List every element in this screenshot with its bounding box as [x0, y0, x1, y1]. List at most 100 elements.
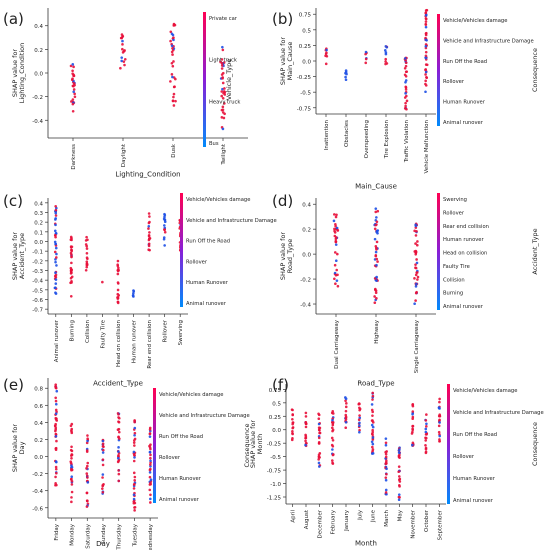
data-point	[54, 211, 58, 215]
data-point	[116, 259, 120, 263]
data-point	[371, 425, 375, 429]
data-point	[374, 207, 378, 210]
data-point	[69, 235, 73, 239]
x-tick-label: Traffic Violation	[404, 119, 410, 163]
x-tick-label: Vehicle Malfunction	[424, 119, 430, 173]
data-point	[333, 227, 336, 231]
y-tick-label: -1.0	[270, 482, 281, 488]
data-point	[384, 60, 387, 63]
data-point	[148, 468, 152, 472]
data-point	[116, 292, 120, 296]
colorbar	[437, 193, 440, 310]
data-point	[358, 408, 361, 412]
data-point	[414, 273, 418, 277]
data-point	[344, 397, 348, 400]
data-point	[54, 260, 57, 264]
data-point	[69, 461, 73, 465]
x-tick-label: July	[357, 509, 363, 521]
data-point	[318, 431, 321, 435]
data-point	[102, 448, 105, 452]
data-point	[222, 116, 226, 120]
data-point	[70, 238, 73, 242]
data-point	[102, 445, 105, 449]
data-point	[334, 282, 337, 286]
data-point	[148, 432, 152, 435]
data-point	[373, 288, 377, 292]
data-point	[85, 472, 89, 475]
x-tick-label: Rear end collision	[147, 319, 153, 368]
data-point	[53, 250, 57, 254]
data-point	[54, 412, 58, 415]
data-point	[133, 509, 136, 512]
data-point	[304, 439, 307, 443]
y-tick-label: -0.2	[32, 95, 43, 101]
colorbar-label: Animal runover	[443, 120, 484, 126]
data-point	[437, 424, 441, 428]
data-point	[291, 426, 294, 430]
data-point	[116, 296, 120, 300]
data-point	[55, 460, 58, 464]
data-point	[54, 242, 57, 246]
data-point	[371, 394, 375, 398]
data-point	[438, 407, 441, 410]
data-point	[384, 443, 388, 447]
data-point	[425, 425, 428, 428]
colorbar	[153, 388, 156, 503]
data-point	[69, 448, 73, 452]
data-point	[291, 431, 294, 435]
data-point	[424, 17, 428, 20]
data-point	[304, 411, 308, 415]
data-point	[72, 88, 76, 91]
data-point	[101, 487, 104, 490]
data-point	[384, 476, 388, 479]
y-tick-label: -0.6	[32, 298, 43, 304]
data-point	[384, 488, 388, 492]
data-point	[358, 424, 361, 428]
data-point	[72, 65, 75, 69]
colorbar-label: Human runover	[443, 237, 485, 243]
data-point	[416, 240, 419, 243]
data-point	[55, 471, 58, 475]
data-point	[358, 421, 361, 425]
data-point	[85, 251, 89, 255]
data-point	[101, 483, 105, 487]
data-point	[425, 413, 428, 416]
colorbar-label: Faulty Tire	[443, 264, 470, 270]
data-point	[54, 385, 57, 388]
data-point	[70, 253, 73, 256]
data-point	[331, 420, 334, 424]
data-point	[317, 453, 321, 457]
data-point	[344, 78, 348, 82]
data-point	[220, 58, 224, 61]
data-point	[54, 402, 58, 406]
data-point	[334, 237, 338, 241]
colorbar-label: Vehicle/Vehicles damage	[186, 197, 250, 203]
data-point	[133, 505, 137, 509]
data-point	[375, 257, 379, 261]
x-axis-label: Day	[96, 540, 110, 548]
x-tick-label: Tuesday	[132, 523, 138, 547]
data-point	[424, 50, 428, 54]
x-tick-label: January	[344, 509, 350, 532]
colorbar-label: Animal runover	[159, 497, 200, 503]
data-point	[415, 258, 418, 261]
data-point	[172, 95, 175, 99]
data-point	[384, 441, 388, 445]
data-point	[133, 456, 136, 459]
data-point	[54, 483, 57, 487]
x-axis-label: Lighting_Condition	[115, 170, 180, 178]
data-point	[85, 467, 88, 470]
data-point	[330, 426, 334, 430]
x-tick-label: Burning	[69, 320, 75, 341]
data-point	[331, 410, 335, 413]
data-point	[116, 288, 120, 292]
data-point	[221, 127, 225, 131]
data-point	[364, 50, 368, 54]
data-point	[162, 217, 166, 221]
data-point	[149, 443, 152, 446]
data-point	[331, 462, 335, 465]
panel-c: (c) 0.4 0.3 0.2 0.1 0.0 -0.1 -0.2 -0.3 -0.4 -0.5 -0…	[3, 192, 277, 387]
y-tick-label: -0.4	[32, 279, 43, 285]
data-point	[149, 481, 152, 485]
